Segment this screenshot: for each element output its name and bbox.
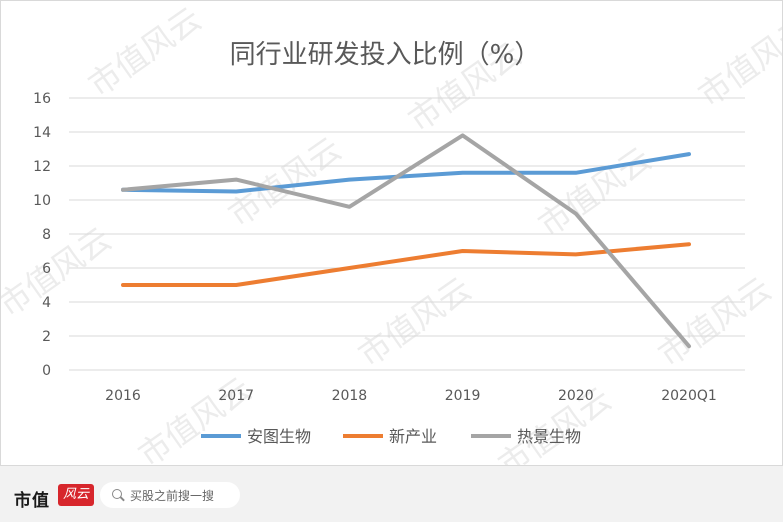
y-axis: 0 2 4 6 8 10 12 14 16 bbox=[33, 91, 51, 379]
gridlines bbox=[69, 97, 745, 371]
watermark-text: 市值风云 bbox=[1, 220, 118, 325]
watermark-text: 市值风云 bbox=[531, 140, 658, 245]
footer-bar: 市值 风云 买股之前搜一搜 bbox=[0, 466, 783, 522]
x-tick-label: 2020Q1 bbox=[661, 388, 717, 404]
x-tick-label: 2017 bbox=[218, 388, 254, 404]
y-tick-label: 10 bbox=[33, 193, 51, 209]
series-line bbox=[121, 242, 691, 287]
y-tick-label: 0 bbox=[42, 363, 51, 379]
chart-title: 同行业研发投入比例（%） bbox=[230, 40, 541, 70]
watermark-text: 市值风云 bbox=[491, 380, 618, 465]
y-tick-label: 2 bbox=[42, 329, 51, 345]
legend-label: 新产业 bbox=[389, 427, 437, 446]
y-tick-label: 4 bbox=[42, 295, 51, 311]
chart-card: 市值风云 市值风云 市值风云 市值风云 市值风云 市值风云 市值风云 市值风云 市值风云 市值风云… bbox=[0, 0, 783, 466]
watermark-text: 市值风云 bbox=[351, 270, 478, 375]
legend-label: 热景生物 bbox=[517, 427, 581, 446]
legend: 安图生物 新产业 热景生物 bbox=[201, 427, 581, 446]
y-tick-label: 14 bbox=[33, 125, 51, 141]
brand-logo: 市值 bbox=[14, 491, 50, 511]
x-tick-label: 2020 bbox=[558, 388, 594, 404]
series-line bbox=[121, 152, 691, 194]
series-line bbox=[121, 133, 691, 349]
x-tick-label: 2016 bbox=[105, 388, 141, 404]
legend-label: 安图生物 bbox=[247, 427, 311, 446]
y-tick-label: 8 bbox=[42, 227, 51, 243]
x-tick-label: 2018 bbox=[332, 388, 368, 404]
watermark-text: 市值风云 bbox=[131, 370, 258, 465]
series-lines bbox=[121, 133, 691, 349]
search-icon bbox=[112, 489, 124, 501]
watermark-text: 市值风云 bbox=[81, 1, 208, 104]
search-box[interactable]: 买股之前搜一搜 bbox=[100, 482, 240, 508]
y-tick-label: 12 bbox=[33, 159, 51, 175]
x-tick-label: 2019 bbox=[445, 388, 481, 404]
search-placeholder: 买股之前搜一搜 bbox=[130, 488, 215, 503]
x-axis: 2016 2017 2018 2019 2020 2020Q1 bbox=[105, 388, 717, 404]
y-tick-label: 6 bbox=[42, 261, 51, 277]
watermark-text: 市值风云 bbox=[691, 10, 782, 115]
brand-logo-mark: 风云 bbox=[58, 484, 94, 506]
y-tick-label: 16 bbox=[33, 91, 51, 107]
